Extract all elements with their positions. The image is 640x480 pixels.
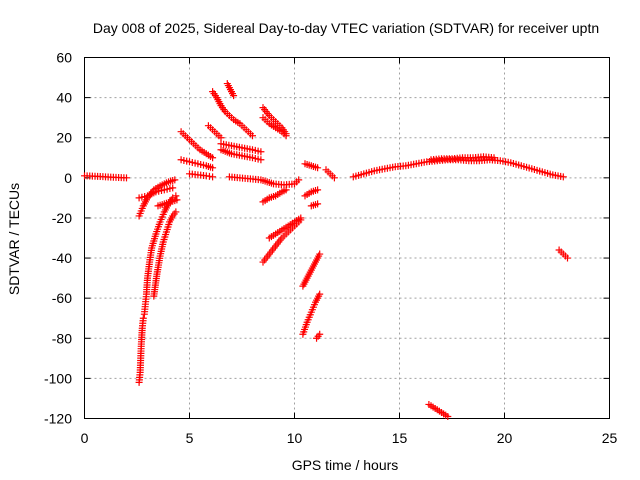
y-tick-label: 20	[56, 130, 72, 146]
data-point	[257, 148, 265, 156]
plot-frame	[84, 57, 610, 419]
data-point	[209, 154, 217, 162]
y-axis-label: SDTVAR / TECUs	[6, 183, 22, 295]
data-point	[171, 176, 179, 184]
data-point	[316, 290, 324, 298]
data-points	[81, 80, 571, 420]
data-point	[316, 250, 324, 258]
data-point	[282, 186, 290, 194]
data-point	[330, 174, 338, 182]
data-point	[209, 164, 217, 172]
data-point	[314, 164, 322, 172]
data-point	[282, 132, 290, 140]
y-tick-label: -80	[52, 330, 72, 346]
x-tick-label: 25	[602, 430, 618, 446]
data-point	[314, 200, 322, 208]
x-tick-label: 20	[497, 430, 513, 446]
data-point	[169, 184, 177, 192]
y-tick-label: 40	[56, 90, 72, 106]
data-point	[172, 208, 180, 216]
data-point	[564, 254, 571, 262]
y-tick-label: -20	[52, 210, 72, 226]
data-point	[123, 174, 130, 182]
data-point	[217, 134, 225, 142]
y-tick-label: -40	[52, 250, 72, 266]
data-point	[230, 92, 238, 100]
x-axis-label: GPS time / hours	[292, 457, 399, 473]
y-tick-label: -120	[44, 411, 72, 427]
x-tick-label: 5	[186, 430, 194, 446]
y-tick-label: 0	[64, 170, 72, 186]
data-point	[559, 173, 567, 181]
data-point	[209, 173, 217, 181]
data-point	[295, 176, 303, 184]
data-point	[314, 186, 322, 194]
y-tick-label: 60	[56, 50, 72, 66]
data-point	[172, 192, 180, 200]
data-point	[249, 132, 256, 140]
data-point	[297, 214, 305, 222]
y-tick-label: -100	[44, 370, 72, 386]
axis-ticks: 0 5 10 15 20 25 -120 -100 -80 -60 -40 -20 0 20 40 60	[44, 50, 618, 447]
data-point	[444, 412, 452, 420]
x-tick-label: 15	[392, 430, 408, 446]
y-tick-label: -60	[52, 290, 72, 306]
x-tick-label: 10	[287, 430, 303, 446]
data-point	[316, 330, 324, 338]
chart-title: Day 008 of 2025, Sidereal Day-to-day VTE…	[93, 20, 599, 36]
data-point	[173, 196, 181, 204]
x-tick-label: 0	[81, 430, 89, 446]
data-point	[257, 156, 265, 164]
data-point	[490, 154, 498, 162]
grid	[84, 57, 610, 419]
data-point	[139, 314, 147, 322]
